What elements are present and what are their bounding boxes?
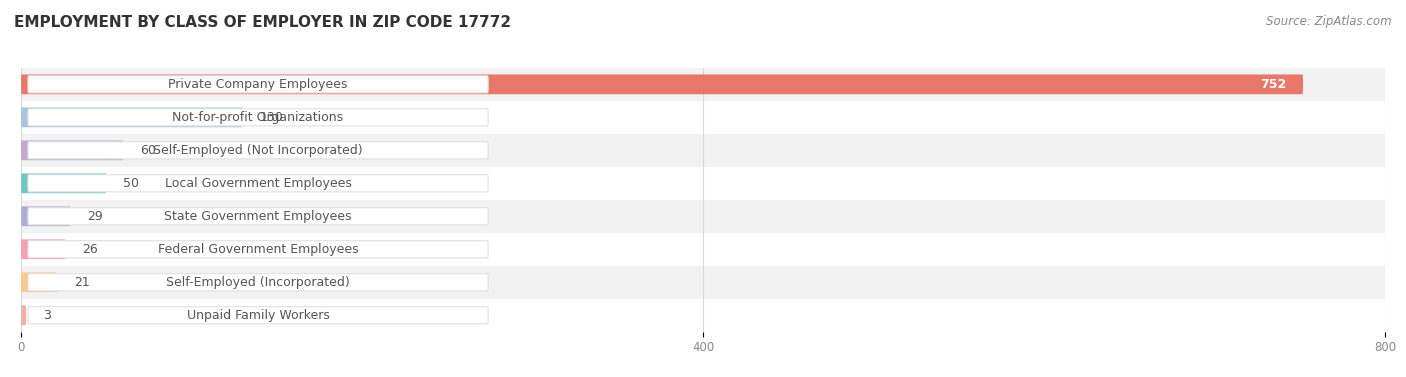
Text: 21: 21 (75, 276, 90, 289)
Text: 29: 29 (87, 210, 103, 223)
Bar (21, 299, 1385, 332)
Bar (21, 167, 1385, 200)
Bar (21, 266, 1385, 299)
FancyBboxPatch shape (28, 307, 488, 324)
Text: Private Company Employees: Private Company Employees (169, 78, 347, 91)
FancyBboxPatch shape (21, 207, 70, 226)
Bar (21, 200, 1385, 233)
FancyBboxPatch shape (28, 109, 488, 126)
FancyBboxPatch shape (28, 175, 488, 192)
FancyBboxPatch shape (21, 75, 1303, 94)
Bar (21, 101, 1385, 134)
Text: Self-Employed (Not Incorporated): Self-Employed (Not Incorporated) (153, 144, 363, 157)
FancyBboxPatch shape (21, 173, 107, 193)
FancyBboxPatch shape (28, 76, 488, 93)
FancyBboxPatch shape (21, 273, 56, 292)
Bar (21, 68, 1385, 101)
Bar (21, 233, 1385, 266)
Bar (21, 134, 1385, 167)
Text: 50: 50 (124, 177, 139, 190)
Text: 26: 26 (83, 243, 98, 256)
Text: 3: 3 (44, 309, 51, 322)
FancyBboxPatch shape (21, 239, 66, 259)
Text: Federal Government Employees: Federal Government Employees (157, 243, 359, 256)
FancyBboxPatch shape (21, 305, 27, 325)
Text: 752: 752 (1260, 78, 1286, 91)
Text: Unpaid Family Workers: Unpaid Family Workers (187, 309, 329, 322)
Text: 60: 60 (141, 144, 156, 157)
Text: Not-for-profit Organizations: Not-for-profit Organizations (173, 111, 343, 124)
Text: Local Government Employees: Local Government Employees (165, 177, 352, 190)
FancyBboxPatch shape (21, 107, 243, 127)
FancyBboxPatch shape (28, 241, 488, 258)
Text: EMPLOYMENT BY CLASS OF EMPLOYER IN ZIP CODE 17772: EMPLOYMENT BY CLASS OF EMPLOYER IN ZIP C… (14, 15, 512, 30)
FancyBboxPatch shape (28, 208, 488, 225)
Text: Source: ZipAtlas.com: Source: ZipAtlas.com (1267, 15, 1392, 28)
FancyBboxPatch shape (28, 142, 488, 159)
FancyBboxPatch shape (21, 141, 124, 160)
Text: 130: 130 (260, 111, 284, 124)
Text: State Government Employees: State Government Employees (165, 210, 352, 223)
FancyBboxPatch shape (28, 274, 488, 291)
Text: Self-Employed (Incorporated): Self-Employed (Incorporated) (166, 276, 350, 289)
